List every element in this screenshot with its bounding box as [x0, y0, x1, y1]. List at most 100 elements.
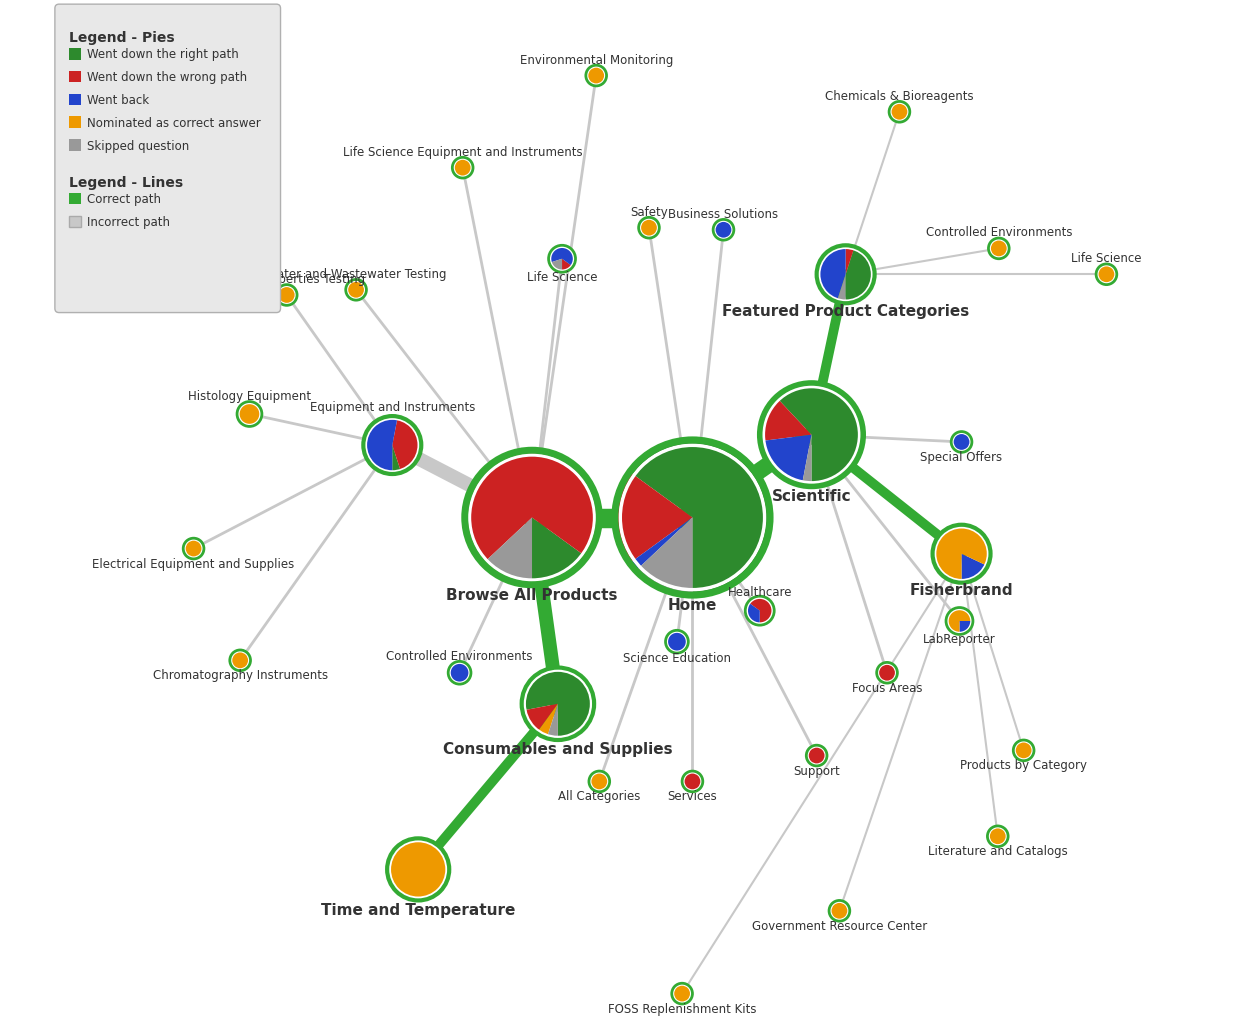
Text: Services: Services	[667, 791, 717, 803]
Wedge shape	[392, 416, 422, 473]
Wedge shape	[961, 554, 988, 583]
Text: Legend - Lines: Legend - Lines	[69, 176, 184, 190]
Wedge shape	[830, 900, 849, 921]
Wedge shape	[630, 440, 770, 595]
Text: Controlled Environments: Controlled Environments	[925, 227, 1073, 239]
Bar	[69, 94, 81, 106]
Text: Time and Temperature: Time and Temperature	[321, 904, 516, 918]
Wedge shape	[837, 274, 846, 303]
Text: Science Education: Science Education	[622, 652, 730, 664]
Text: Went down the wrong path: Went down the wrong path	[87, 71, 247, 84]
Wedge shape	[889, 101, 910, 122]
Wedge shape	[666, 630, 688, 653]
Wedge shape	[184, 538, 203, 559]
Wedge shape	[484, 518, 532, 585]
Text: Chemicals & Bioreagents: Chemicals & Bioreagents	[825, 90, 973, 102]
Wedge shape	[630, 518, 692, 570]
Wedge shape	[846, 246, 874, 303]
Bar	[69, 216, 81, 228]
Wedge shape	[453, 157, 472, 178]
Text: Incorrect path: Incorrect path	[87, 216, 170, 229]
Wedge shape	[465, 450, 599, 563]
Wedge shape	[672, 983, 692, 1004]
Wedge shape	[987, 826, 1008, 847]
Wedge shape	[548, 245, 575, 267]
Wedge shape	[745, 602, 760, 625]
Wedge shape	[392, 445, 402, 474]
Text: Literature and Catalogs: Literature and Catalogs	[928, 846, 1068, 858]
Text: All Categories: All Categories	[558, 791, 641, 803]
Wedge shape	[532, 518, 587, 585]
Text: Fisherbrand: Fisherbrand	[910, 584, 1013, 598]
Wedge shape	[877, 662, 898, 683]
Wedge shape	[1013, 740, 1034, 761]
Text: Equipment and Instruments: Equipment and Instruments	[310, 402, 475, 414]
Text: Support: Support	[794, 765, 839, 777]
Wedge shape	[522, 668, 594, 740]
Wedge shape	[346, 279, 367, 300]
Wedge shape	[713, 219, 734, 240]
Text: Products by Category: Products by Category	[960, 760, 1087, 772]
Text: Skipped question: Skipped question	[87, 140, 190, 152]
Bar	[69, 193, 81, 204]
Bar	[69, 70, 81, 83]
Wedge shape	[806, 745, 827, 766]
Wedge shape	[363, 416, 398, 474]
Text: Life Science Equipment and Instruments: Life Science Equipment and Instruments	[343, 146, 583, 158]
Wedge shape	[229, 650, 250, 671]
Wedge shape	[846, 245, 854, 274]
Text: Water and Wastewater Testing: Water and Wastewater Testing	[265, 268, 446, 280]
Wedge shape	[585, 65, 606, 86]
Text: Histology Equipment: Histology Equipment	[188, 390, 311, 403]
Wedge shape	[988, 238, 1009, 259]
Wedge shape	[589, 771, 610, 792]
Wedge shape	[562, 259, 573, 272]
Text: Chromatography Instruments: Chromatography Instruments	[153, 670, 327, 682]
Text: Focus Areas: Focus Areas	[852, 682, 923, 694]
Wedge shape	[682, 771, 703, 792]
Bar	[69, 49, 81, 60]
Text: Scientific: Scientific	[771, 490, 852, 504]
Wedge shape	[776, 383, 863, 486]
Wedge shape	[636, 518, 692, 595]
Wedge shape	[615, 472, 692, 563]
Wedge shape	[760, 397, 811, 441]
Bar	[69, 139, 81, 150]
Text: Physical Properties Testing: Physical Properties Testing	[208, 273, 366, 286]
Text: Environmental Monitoring: Environmental Monitoring	[520, 54, 673, 66]
Text: Healthcare: Healthcare	[728, 586, 792, 598]
Wedge shape	[951, 432, 972, 452]
Text: Went down the right path: Went down the right path	[87, 49, 239, 61]
Text: Nominated as correct answer: Nominated as correct answer	[87, 117, 260, 129]
Text: Controlled Environments: Controlled Environments	[387, 650, 533, 662]
Text: FOSS Replenishment Kits: FOSS Replenishment Kits	[608, 1003, 756, 1015]
Text: Home: Home	[668, 598, 717, 613]
Wedge shape	[1096, 264, 1117, 285]
Wedge shape	[547, 704, 558, 740]
Text: Browse All Products: Browse All Products	[446, 588, 618, 602]
Text: Correct path: Correct path	[87, 194, 161, 206]
Text: LabReporter: LabReporter	[923, 633, 996, 646]
Text: Business Solutions: Business Solutions	[668, 208, 779, 220]
Wedge shape	[639, 217, 660, 238]
Wedge shape	[277, 285, 298, 305]
FancyBboxPatch shape	[55, 4, 280, 313]
Wedge shape	[760, 435, 811, 485]
Wedge shape	[946, 608, 973, 634]
Wedge shape	[537, 704, 558, 738]
Wedge shape	[802, 435, 811, 486]
Wedge shape	[237, 402, 262, 426]
Text: Life Science: Life Science	[1071, 253, 1142, 265]
Text: Electrical Equipment and Supplies: Electrical Equipment and Supplies	[93, 558, 295, 570]
Text: Life Science: Life Science	[527, 271, 598, 284]
Wedge shape	[960, 621, 973, 634]
Wedge shape	[817, 245, 846, 302]
Text: Consumables and Supplies: Consumables and Supplies	[443, 742, 673, 757]
Text: Went back: Went back	[87, 94, 149, 107]
Bar	[69, 117, 81, 128]
Text: Special Offers: Special Offers	[920, 451, 1003, 464]
Text: Legend - Pies: Legend - Pies	[69, 31, 175, 46]
Wedge shape	[387, 838, 449, 900]
Text: Featured Product Categories: Featured Product Categories	[722, 304, 970, 319]
Text: Safety: Safety	[630, 206, 668, 218]
